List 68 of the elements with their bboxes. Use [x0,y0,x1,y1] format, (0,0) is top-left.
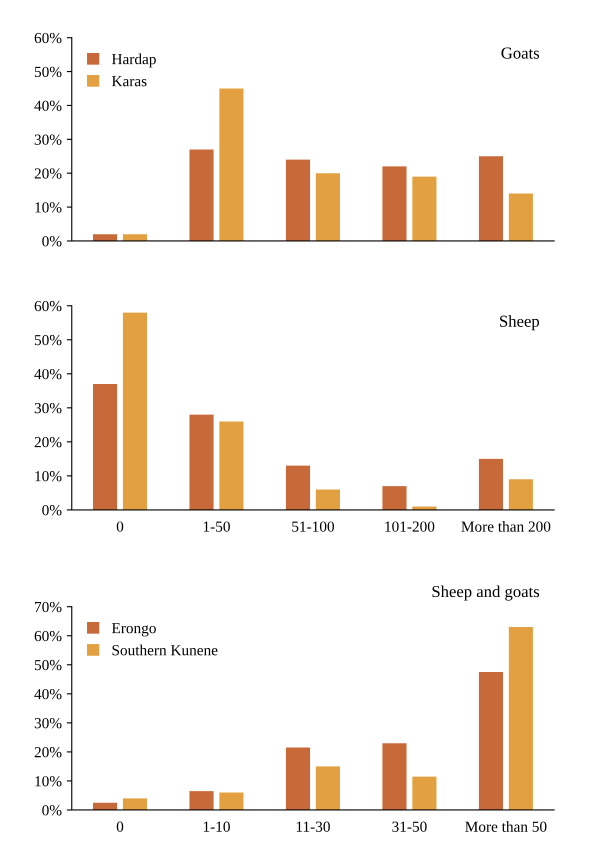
bar [382,743,407,810]
bar [189,149,214,241]
bar [286,466,310,510]
bar [122,312,148,510]
chart-title: Sheep and goats [432,585,540,601]
y-tick-label: 60% [34,32,62,44]
y-tick-label: 40% [34,100,62,111]
y-tick-label: 10% [35,471,62,482]
legend-label: Southern Kunene [112,644,218,656]
legend-label: Karas [112,76,147,86]
chart-title: Goats [501,48,540,59]
x-tick-label: 101-200 [385,521,434,532]
y-tick-label: 20% [34,436,62,448]
legend-label: Erongo [112,623,156,636]
bar [316,766,340,810]
x-tick-label: 31-50 [392,822,427,832]
bar [316,489,340,510]
y-tick-label: 10% [35,776,62,786]
x-tick-label: 0 [116,822,124,832]
y-tick-label: 60% [34,300,62,312]
x-tick-label: 11-30 [296,822,330,832]
x-tick-label: 51-100 [292,521,334,532]
bar [122,798,148,810]
y-tick-label: 30% [34,402,62,414]
y-tick-label: 30% [34,134,62,145]
bar [508,194,533,241]
y-tick-label: 20% [34,747,62,758]
bar [382,486,407,510]
legend-label: Hardap [112,54,156,68]
text: Sheep [500,315,540,330]
y-tick-label: 50% [34,66,62,78]
y-tick-label: 40% [34,368,62,380]
bar [189,791,214,810]
bar [508,479,533,510]
y-tick-label: 40% [34,688,62,700]
bar [316,173,340,241]
bar [412,776,436,810]
y-tick-label: 0% [42,805,62,816]
bar [412,176,436,241]
bar [478,156,504,241]
bar [219,88,244,241]
bar [92,384,118,510]
x-tick-label: 0 [116,521,124,532]
bar [122,234,148,241]
y-tick-label: 20% [34,168,62,179]
x-tick-label: 1-50 [204,521,230,532]
bar [478,672,504,810]
bar [219,792,244,810]
y-tick-label: 30% [34,718,62,728]
y-tick-label: 50% [34,660,62,670]
bar [478,458,504,510]
bar [508,627,533,810]
y-tick-label: 50% [34,334,62,346]
y-tick-label: 0% [42,505,62,516]
bar [286,160,310,241]
bar [189,414,214,510]
bar [286,748,310,810]
bar [92,234,118,241]
y-tick-label: 0% [42,236,62,246]
x-tick-label: More than 50 [465,821,546,832]
y-tick-label: 60% [34,630,62,642]
bar [92,802,118,810]
x-tick-label: 1-10 [204,822,230,832]
bar [382,166,407,241]
bar [219,421,244,510]
y-tick-label: 70% [35,602,62,612]
x-tick-label: More than 200 [461,521,550,532]
y-tick-label: 10% [35,202,62,213]
